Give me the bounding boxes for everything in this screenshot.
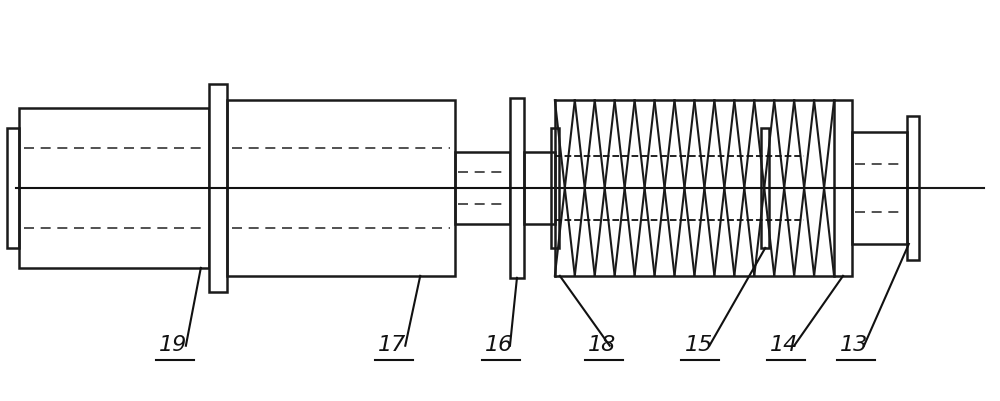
Bar (227, 101, 455, 276)
Text: 15: 15 (684, 334, 713, 354)
Bar (852, 133, 907, 244)
Bar (551, 129, 559, 248)
Bar (834, 101, 852, 276)
Text: 19: 19 (159, 334, 187, 354)
Bar (7, 129, 19, 248)
Text: 13: 13 (840, 334, 868, 354)
Bar (907, 117, 919, 260)
Bar (455, 153, 510, 225)
Text: 18: 18 (588, 334, 616, 354)
Bar (524, 153, 555, 225)
Bar (19, 109, 209, 268)
Text: 17: 17 (378, 334, 407, 354)
Bar (761, 129, 769, 248)
Text: 16: 16 (485, 334, 513, 354)
Bar (209, 85, 227, 292)
Text: 14: 14 (770, 334, 798, 354)
Bar (510, 99, 524, 278)
